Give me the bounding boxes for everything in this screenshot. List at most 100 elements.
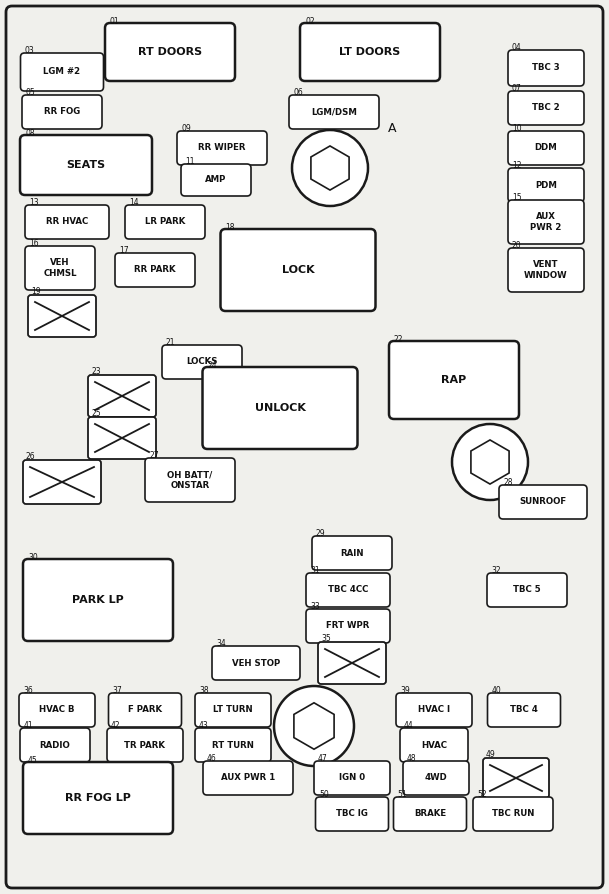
FancyBboxPatch shape: [20, 728, 90, 762]
Text: 24: 24: [208, 361, 217, 370]
Text: 03: 03: [24, 46, 34, 55]
FancyBboxPatch shape: [203, 367, 357, 449]
FancyBboxPatch shape: [473, 797, 553, 831]
Text: HVAC B: HVAC B: [39, 705, 75, 714]
FancyBboxPatch shape: [220, 229, 376, 311]
FancyBboxPatch shape: [28, 295, 96, 337]
FancyBboxPatch shape: [25, 205, 109, 239]
Text: RAP: RAP: [442, 375, 466, 385]
Polygon shape: [294, 703, 334, 749]
FancyBboxPatch shape: [314, 761, 390, 795]
FancyBboxPatch shape: [195, 693, 271, 727]
Text: 37: 37: [113, 686, 122, 695]
Circle shape: [292, 130, 368, 206]
FancyBboxPatch shape: [508, 91, 584, 125]
FancyBboxPatch shape: [203, 761, 293, 795]
Text: 31: 31: [310, 566, 320, 575]
Text: 14: 14: [129, 198, 139, 207]
Text: UNLOCK: UNLOCK: [255, 403, 306, 413]
Text: 20: 20: [512, 241, 522, 250]
Polygon shape: [311, 146, 349, 190]
Text: LGM/DSM: LGM/DSM: [311, 107, 357, 116]
Text: HVAC I: HVAC I: [418, 705, 450, 714]
FancyBboxPatch shape: [25, 246, 95, 290]
FancyBboxPatch shape: [312, 536, 392, 570]
FancyBboxPatch shape: [22, 95, 102, 129]
FancyBboxPatch shape: [181, 164, 251, 196]
FancyBboxPatch shape: [19, 693, 95, 727]
Text: FRT WPR: FRT WPR: [326, 621, 370, 630]
FancyBboxPatch shape: [318, 642, 386, 684]
Text: 45: 45: [28, 756, 38, 765]
FancyBboxPatch shape: [21, 53, 104, 91]
Text: 08: 08: [25, 129, 35, 138]
Text: 29: 29: [316, 529, 326, 538]
FancyBboxPatch shape: [23, 559, 173, 641]
Text: RADIO: RADIO: [40, 740, 71, 749]
Text: 43: 43: [199, 721, 209, 730]
Text: 48: 48: [407, 754, 417, 763]
Text: 21: 21: [166, 338, 175, 347]
Text: TBC 4: TBC 4: [510, 705, 538, 714]
FancyBboxPatch shape: [487, 573, 567, 607]
FancyBboxPatch shape: [125, 205, 205, 239]
Text: LT DOORS: LT DOORS: [339, 47, 401, 57]
Text: 01: 01: [110, 17, 119, 26]
Text: 34: 34: [216, 639, 226, 648]
Text: 04: 04: [512, 43, 522, 52]
Text: 46: 46: [207, 754, 217, 763]
FancyBboxPatch shape: [315, 797, 389, 831]
FancyBboxPatch shape: [306, 573, 390, 607]
Text: RT TURN: RT TURN: [212, 740, 254, 749]
Text: OH BATT/
ONSTAR: OH BATT/ ONSTAR: [167, 470, 213, 490]
Text: IGN 0: IGN 0: [339, 773, 365, 782]
Text: AUX PWR 1: AUX PWR 1: [221, 773, 275, 782]
Text: TBC 4CC: TBC 4CC: [328, 586, 368, 595]
FancyBboxPatch shape: [145, 458, 235, 502]
Circle shape: [452, 424, 528, 500]
Text: LOCK: LOCK: [282, 265, 314, 275]
Text: DDM: DDM: [535, 144, 557, 153]
Text: 25: 25: [91, 409, 100, 418]
FancyBboxPatch shape: [107, 728, 183, 762]
FancyBboxPatch shape: [105, 23, 235, 81]
Text: RR HVAC: RR HVAC: [46, 217, 88, 226]
Text: RAIN: RAIN: [340, 549, 364, 558]
Text: PDM: PDM: [535, 181, 557, 190]
Text: TR PARK: TR PARK: [124, 740, 166, 749]
Text: 52: 52: [477, 790, 487, 799]
FancyBboxPatch shape: [499, 485, 587, 519]
Text: 50: 50: [320, 790, 329, 799]
Text: 09: 09: [181, 124, 191, 133]
Text: SUNROOF: SUNROOF: [519, 497, 566, 507]
FancyBboxPatch shape: [393, 797, 466, 831]
Text: VEH
CHMSL: VEH CHMSL: [43, 258, 77, 278]
Text: LT TURN: LT TURN: [213, 705, 253, 714]
Text: 17: 17: [119, 246, 128, 255]
Text: 18: 18: [225, 223, 235, 232]
FancyBboxPatch shape: [115, 253, 195, 287]
Text: 26: 26: [26, 452, 35, 461]
FancyBboxPatch shape: [108, 693, 181, 727]
Text: RR FOG: RR FOG: [44, 107, 80, 116]
Text: 28: 28: [503, 478, 513, 487]
Text: 49: 49: [486, 750, 496, 759]
Text: 15: 15: [512, 193, 522, 202]
Text: 42: 42: [111, 721, 121, 730]
FancyBboxPatch shape: [483, 758, 549, 798]
FancyBboxPatch shape: [162, 345, 242, 379]
Text: PARK LP: PARK LP: [72, 595, 124, 605]
Text: VEH STOP: VEH STOP: [232, 659, 280, 668]
Text: SEATS: SEATS: [66, 160, 105, 170]
FancyBboxPatch shape: [177, 131, 267, 165]
Text: AMP: AMP: [205, 175, 227, 184]
Text: RR FOG LP: RR FOG LP: [65, 793, 131, 803]
Text: 02: 02: [305, 17, 315, 26]
FancyBboxPatch shape: [23, 762, 173, 834]
Text: 41: 41: [24, 721, 33, 730]
Text: LR PARK: LR PARK: [145, 217, 185, 226]
Text: LOCKS: LOCKS: [186, 358, 218, 367]
FancyBboxPatch shape: [306, 609, 390, 643]
FancyBboxPatch shape: [508, 131, 584, 165]
Text: RR WIPER: RR WIPER: [199, 144, 246, 153]
